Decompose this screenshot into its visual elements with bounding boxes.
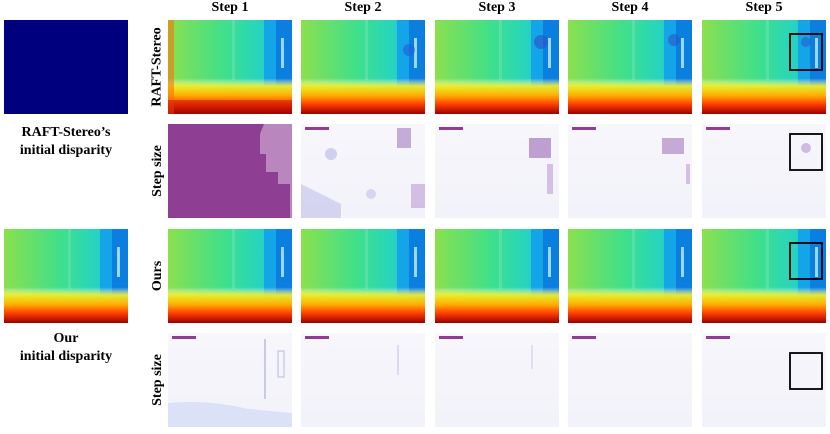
raft-step-5-step-size (702, 124, 826, 218)
step-1-header: Step 1 (211, 0, 249, 15)
our-initial-disparity-image (4, 229, 128, 323)
raft-step-1-step-size (168, 124, 292, 218)
raft-step-3-disparity (435, 20, 559, 114)
ours-step-3-step-size (435, 333, 559, 427)
ours-step-5-disparity (702, 229, 826, 323)
row-label-ours: Ours (150, 260, 165, 292)
raft-initial-disparity-image (4, 20, 128, 114)
row-label-step-size-1: Step size (150, 145, 165, 197)
ours-step-1-disparity (168, 229, 292, 323)
ours-step-2-step-size (301, 333, 425, 427)
ours-step-3-disparity (435, 229, 559, 323)
raft-step-2-step-size (301, 124, 425, 218)
ours-step-4-step-size (568, 333, 692, 427)
raft-step-4-step-size (568, 124, 692, 218)
ours-step-5-step-size (702, 333, 826, 427)
raft-step-5-disparity (702, 20, 826, 114)
raft-step-2-disparity (301, 20, 425, 114)
ours-step-2-disparity (301, 229, 425, 323)
step-5-header: Step 5 (745, 0, 783, 15)
step-3-header: Step 3 (478, 0, 516, 15)
step-4-header: Step 4 (611, 0, 649, 15)
row-label-raft-stereo: RAFT-Stereo (150, 27, 166, 107)
raft-initial-caption: RAFT-Stereo’s initial disparity (19, 125, 113, 158)
step-2-header: Step 2 (344, 0, 382, 15)
row-label-step-size-2: Step size (150, 354, 165, 406)
our-initial-caption: Our initial disparity (19, 331, 113, 364)
raft-step-4-disparity (568, 20, 692, 114)
raft-step-1-disparity (168, 20, 292, 114)
ours-step-1-step-size (168, 333, 292, 427)
raft-step-3-step-size (435, 124, 559, 218)
ours-step-4-disparity (568, 229, 692, 323)
